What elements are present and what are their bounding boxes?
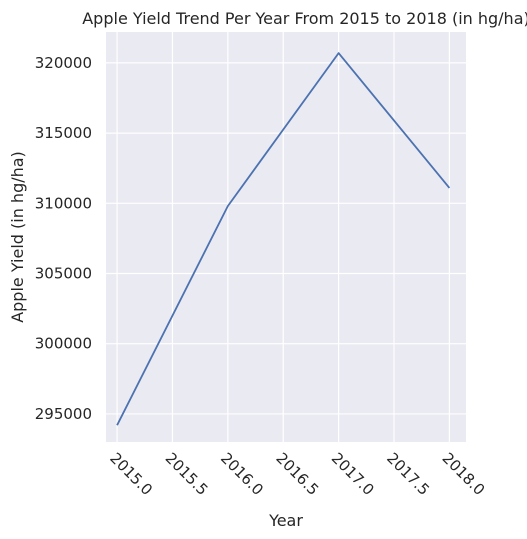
y-tick-label: 320000: [35, 54, 92, 72]
x-tick-label: 2016.0: [217, 449, 267, 499]
x-tick-label: 2015.0: [106, 449, 156, 499]
plot-area: [106, 32, 466, 442]
y-tick-label: 300000: [35, 335, 92, 353]
y-tick-labels: 295000 300000 305000 310000 315000 320000: [35, 54, 92, 423]
chart-title: Apple Yield Trend Per Year From 2015 to …: [82, 9, 527, 28]
y-axis-label: Apple Yield (in hg/ha): [8, 151, 27, 323]
x-axis-label: Year: [268, 511, 303, 530]
x-tick-label: 2016.5: [272, 449, 322, 499]
x-tick-label: 2017.0: [328, 449, 378, 499]
grid-lines: [106, 32, 466, 442]
series-lines: [116, 52, 451, 426]
x-tick-label: 2017.5: [383, 449, 433, 499]
x-tick-label: 2015.5: [162, 449, 212, 499]
x-tick-labels: 2015.0 2015.5 2016.0 2016.5 2017.0 2017.5 2018…: [106, 449, 488, 499]
y-tick-label: 315000: [35, 124, 92, 142]
y-tick-label: 295000: [35, 405, 92, 423]
series-line: [116, 52, 451, 426]
y-tick-label: 310000: [35, 194, 92, 212]
y-tick-label: 305000: [35, 265, 92, 283]
x-tick-label: 2018.0: [439, 449, 489, 499]
